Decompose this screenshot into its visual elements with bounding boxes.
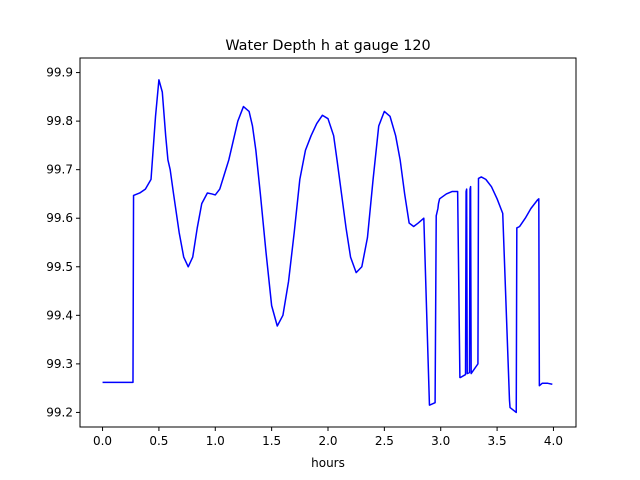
y-tick-label: 99.7 [46, 163, 73, 177]
y-tick-label: 99.9 [46, 66, 73, 80]
y-axis: 99.2 99.3 99.4 99.5 99.6 99.7 99.8 99.9 [46, 66, 80, 419]
x-tick-label: 3.0 [431, 434, 450, 448]
y-tick-label: 99.3 [46, 357, 73, 371]
x-tick-label: 1.5 [262, 434, 281, 448]
x-tick-label: 4.0 [544, 434, 563, 448]
x-tick-label: 0.5 [149, 434, 168, 448]
y-tick-label: 99.5 [46, 260, 73, 274]
x-tick-label: 1.0 [206, 434, 225, 448]
y-tick-label: 99.6 [46, 211, 73, 225]
x-tick-label: 2.0 [318, 434, 337, 448]
chart-title: Water Depth h at gauge 120 [225, 38, 430, 54]
series-line-0 [102, 79, 553, 414]
x-tick-label: 3.5 [488, 434, 507, 448]
x-axis: 0.0 0.5 1.0 1.5 2.0 2.5 3.0 3.5 4.0 [93, 427, 563, 448]
y-tick-label: 99.8 [46, 114, 73, 128]
x-tick-label: 2.5 [375, 434, 394, 448]
plot-area [102, 79, 553, 414]
x-tick-label: 0.0 [93, 434, 112, 448]
y-tick-label: 99.4 [46, 308, 73, 322]
y-tick-label: 99.2 [46, 405, 73, 419]
x-axis-label: hours [311, 456, 345, 470]
